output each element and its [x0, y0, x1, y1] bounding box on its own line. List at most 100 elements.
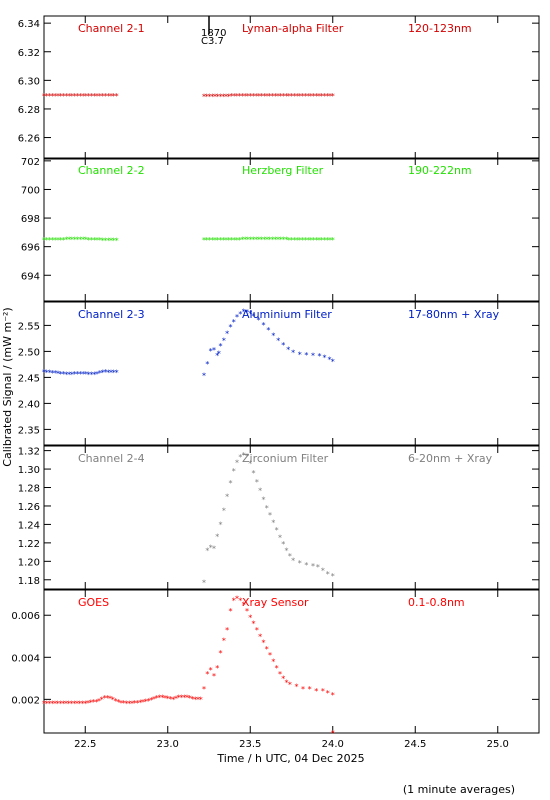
y-tick-label: 694	[21, 271, 40, 282]
data-point: *	[95, 370, 99, 379]
data-point: *	[53, 236, 57, 245]
data-point: *	[59, 236, 63, 245]
data-point: *	[73, 92, 77, 101]
data-point: *	[225, 493, 229, 502]
data-point: *	[281, 341, 285, 350]
data-point: *	[243, 236, 247, 245]
x-tick-label: 23.0	[157, 739, 179, 750]
data-point: *	[48, 369, 52, 378]
data-point: *	[252, 620, 256, 629]
data-point: *	[105, 694, 109, 703]
data-point: *	[196, 695, 200, 704]
chart-panels: 6.26 6.28 6.30 6.32 6.34 Channel 2-1 Lyman-alp…	[11, 15, 540, 738]
data-point: *	[42, 92, 46, 101]
panel-frame	[43, 157, 540, 302]
data-point: *	[97, 697, 101, 706]
data-point: *	[116, 698, 120, 707]
data-point: *	[106, 236, 110, 245]
data-point: *	[147, 697, 151, 706]
x-axis-label: Time / h UTC, 04 Dec 2025	[216, 752, 364, 765]
data-point: *	[209, 543, 213, 552]
data-point: *	[318, 352, 322, 361]
data-point: *	[276, 92, 280, 101]
data-point: *	[208, 236, 212, 245]
data-point: *	[325, 92, 329, 101]
data-point: *	[185, 693, 189, 702]
data-point: *	[249, 236, 253, 245]
data-point: *	[115, 236, 119, 245]
data-point: *	[50, 236, 54, 245]
data-point: *	[112, 369, 116, 378]
y-tick-label: 698	[21, 214, 40, 225]
data-point: *	[67, 236, 71, 245]
data-point: *	[92, 236, 96, 245]
data-point: *	[331, 691, 335, 700]
data-point: *	[86, 699, 90, 708]
data-point: *	[242, 601, 246, 610]
data-point: *	[242, 451, 246, 460]
data-point: *	[81, 370, 85, 379]
data-point: *	[308, 685, 312, 694]
channel-label: Channel 2-2	[78, 164, 145, 177]
data-point: *	[70, 370, 74, 379]
data-point: *	[42, 700, 46, 709]
data-point: *	[210, 236, 214, 245]
x-tick-label: 23.5	[239, 739, 261, 750]
data-point: *	[235, 594, 239, 603]
x-tick-label: 25.0	[487, 739, 509, 750]
data-point: *	[218, 236, 222, 245]
data-point: *	[205, 670, 209, 679]
data-point: *	[228, 607, 232, 616]
data-point: *	[112, 236, 116, 245]
data-point: *	[73, 236, 77, 245]
data-point: *	[130, 700, 134, 709]
data-point: *	[205, 360, 209, 369]
data-point: *	[268, 651, 272, 660]
data-point: *	[191, 695, 195, 704]
data-point: *	[78, 700, 82, 709]
data-point: *	[326, 570, 330, 579]
data-point: *	[205, 546, 209, 555]
data-point: *	[287, 92, 291, 101]
data-point: *	[232, 92, 236, 101]
data-point: *	[304, 561, 308, 570]
data-point: *	[265, 236, 269, 245]
data-point: *	[48, 700, 52, 709]
data-point: *	[158, 693, 162, 702]
data-point: *	[276, 236, 280, 245]
data-point: *	[180, 693, 184, 702]
data-point: *	[210, 92, 214, 101]
data-point: *	[262, 236, 266, 245]
y-tick-label: 1.28	[18, 484, 40, 495]
data-point: *	[59, 370, 63, 379]
data-point: *	[94, 698, 98, 707]
data-point: *	[53, 700, 57, 709]
data-point: *	[64, 92, 68, 101]
data-point: *	[275, 664, 279, 673]
data-point: *	[213, 236, 217, 245]
data-point: *	[268, 236, 272, 245]
data-point: *	[260, 236, 264, 245]
data-point: *	[254, 92, 258, 101]
data-point: *	[109, 368, 113, 377]
data-point: *	[84, 92, 88, 101]
data-point: *	[202, 685, 206, 694]
y-tick-label: 0.006	[11, 611, 40, 622]
data-point: *	[323, 92, 327, 101]
data-point: *	[84, 370, 88, 379]
data-point: *	[265, 504, 269, 513]
data-point: *	[127, 700, 131, 709]
data-point: *	[152, 695, 156, 704]
channel-label: Channel 2-1	[78, 22, 145, 35]
data-point: *	[149, 696, 153, 705]
data-point: *	[271, 236, 275, 245]
panel-frame	[43, 15, 540, 160]
data-point: *	[119, 699, 123, 708]
data-point: *	[78, 92, 82, 101]
data-point: *	[252, 312, 256, 321]
data-point: *	[331, 236, 335, 245]
data-point: *	[235, 92, 239, 101]
data-point: *	[295, 92, 299, 101]
flare-marker: 1870 C3.7	[201, 16, 226, 47]
data-point: *	[48, 236, 52, 245]
